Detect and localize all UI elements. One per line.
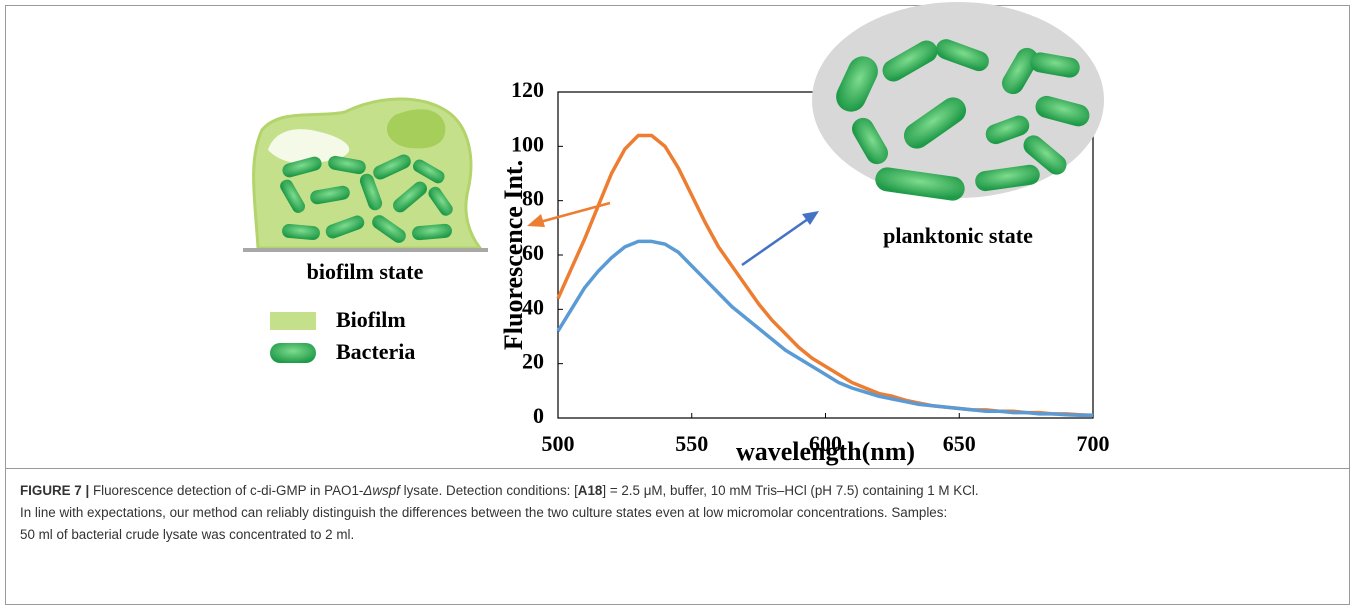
caption-line: FIGURE 7 | Fluorescence detection of c-d… [20,483,979,498]
y-tick-label: 20 [522,349,544,374]
x-axis-label: wavelength(nm) [736,437,915,466]
y-tick-label: 40 [522,294,544,319]
caption-text: lysate. Detection conditions: [ [399,483,578,498]
y-tick-label: 100 [511,131,544,156]
caption-line: 50 ml of bacterial crude lysate was conc… [20,527,354,542]
plot-area: 0 20 40 60 80 100 120 500 550 600 650 700 wavelength… [499,77,1110,466]
caption-text: A18 [577,483,603,498]
x-tick-label: 700 [1077,431,1110,456]
x-tick-label: 600 [809,431,842,456]
y-axis-label: Fluorescence Int. [499,160,528,350]
planktonic-caption: planktonic state [883,223,1033,248]
biofilm-illustration [243,97,488,363]
y-tick-label: 80 [522,186,544,211]
x-tick-label: 650 [943,431,976,456]
caption-text: Fluorescence detection of c-di-GMP in PA… [89,483,364,498]
caption-line: In line with expectations, our method ca… [20,505,947,520]
y-tick-label: 0 [533,403,544,428]
legend-label: Biofilm [336,307,406,332]
arrows [527,201,819,267]
separator [5,468,1350,469]
y-tick-label: 120 [511,77,544,102]
x-tick-label: 550 [675,431,708,456]
data-line [556,239,1093,418]
biofilm-caption: biofilm state [307,259,424,284]
planktonic-illustration [812,2,1104,201]
x-tick-label: 500 [542,431,575,456]
legend-label: Bacteria [336,339,415,364]
caption-text: In line with expectations, our method ca… [20,505,948,520]
caption-text: 50 ml of bacterial crude lysate was conc… [20,527,355,542]
y-tick-label: 60 [522,240,544,265]
figure-frame [5,5,1350,605]
caption-text: Δwspf [363,483,400,498]
caption-text: ] = 2.5 μM, buffer, 10 mM Tris–HCl (pH 7… [602,483,979,498]
figure: biofilm state Biofilm Bacteria 0 20 40 60 80… [243,2,1110,466]
caption-text: FIGURE 7 | [20,483,90,498]
